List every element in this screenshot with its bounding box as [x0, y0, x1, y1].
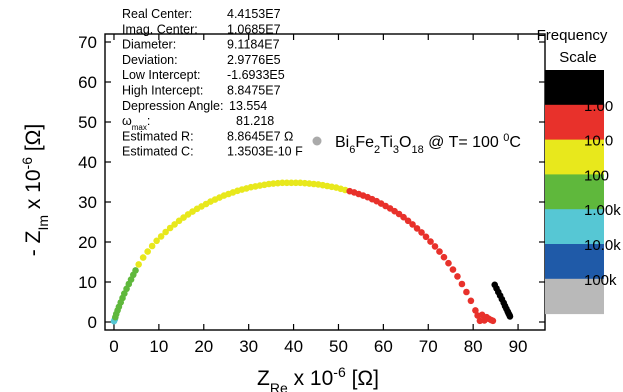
param-label: Real Center: — [122, 7, 192, 21]
data-point — [418, 229, 425, 236]
x-tick-label: 50 — [329, 337, 348, 356]
data-point — [472, 307, 479, 314]
param-label: ωmax: — [122, 114, 150, 132]
param-value: 13.554 — [229, 99, 267, 113]
x-tick-label: 10 — [149, 337, 168, 356]
data-point — [135, 261, 142, 268]
x-tick-label: 80 — [464, 337, 483, 356]
data-point — [139, 254, 147, 261]
y-tick-label: 20 — [78, 233, 97, 252]
legend-marker — [312, 136, 322, 146]
y-tick-label: 0 — [88, 313, 97, 332]
x-tick-label: 60 — [374, 337, 393, 356]
data-point — [506, 313, 514, 320]
param-value: 81.218 — [236, 114, 274, 128]
data-point — [153, 237, 160, 245]
data-point — [157, 233, 165, 240]
data-point — [171, 221, 178, 228]
param-label: High Intercept: — [122, 84, 203, 98]
x-axis-title: ZRe x 10-6 [Ω] — [257, 364, 379, 392]
frequency-band-label: 100k — [584, 272, 617, 289]
data-point — [427, 238, 434, 245]
param-value: -1.6933E5 — [227, 68, 285, 82]
y-tick-label: 60 — [78, 73, 97, 92]
param-value: 1.0685E7 — [227, 22, 281, 36]
param-label: Deviation: — [122, 53, 178, 67]
data-point — [489, 317, 497, 325]
param-label: Imag. Center: — [122, 22, 198, 36]
data-point — [162, 228, 169, 236]
param-value: 4.4153E7 — [227, 7, 281, 21]
x-tick-label: 20 — [194, 337, 213, 356]
y-tick-label: 30 — [78, 193, 97, 212]
frequency-band-label: 10.0 — [584, 133, 613, 150]
param-label: Depression Angle: — [122, 99, 223, 113]
frequency-band — [545, 104, 604, 141]
data-point — [440, 253, 448, 261]
frequency-band-label: 1.00 — [584, 98, 613, 115]
data-point — [166, 224, 174, 232]
x-tick-label: 70 — [419, 337, 438, 356]
data-point — [422, 233, 430, 241]
y-tick-label: 70 — [78, 33, 97, 52]
frequency-band — [545, 244, 604, 280]
data-point — [132, 267, 139, 274]
frequency-band — [545, 209, 604, 245]
x-tick-label: 0 — [109, 337, 118, 356]
param-value: 8.8475E7 — [227, 84, 281, 98]
data-point — [400, 213, 407, 221]
fit-parameters-panel: Real Center: 4.4153E7 Imag. Center: 1.0685E… — [122, 7, 303, 159]
x-tick-label: 40 — [284, 337, 303, 356]
data-point — [449, 266, 457, 273]
data-point — [445, 259, 452, 267]
data-point — [454, 273, 461, 280]
y-tick-label: 10 — [78, 273, 97, 292]
param-label: Estimated C: — [122, 145, 194, 159]
y-tick-label: 40 — [78, 153, 97, 172]
param-label: Estimated R: — [122, 129, 194, 143]
data-point — [144, 248, 151, 255]
param-label: Low Intercept: — [122, 68, 201, 82]
y-axis-title: - ZIm x 10-6 [Ω] — [19, 124, 51, 256]
frequency-scale-title: Frequency — [537, 27, 608, 44]
frequency-band — [545, 139, 604, 175]
frequency-scale-subtitle: Scale — [559, 49, 597, 66]
frequency-band-label: 100 — [584, 167, 609, 184]
data-point — [436, 248, 443, 255]
param-value: 9.1184E7 — [227, 38, 280, 52]
x-tick-label: 30 — [239, 337, 258, 356]
axis-ticks: 0 10 20 30 40 50 60 70 80 90 0 10 20 30 40 50 60 70 — [78, 33, 545, 356]
data-point — [431, 243, 439, 250]
data-point — [404, 217, 412, 225]
param-label: Diameter: — [122, 38, 176, 52]
frequency-band-label: 1.00k — [584, 202, 621, 219]
data-point — [467, 297, 475, 305]
param-value: 1.3503E-10 F — [227, 145, 303, 159]
frequency-band — [545, 174, 604, 210]
frequency-band-label: 10.0k — [584, 237, 621, 254]
y-tick-label: 50 — [78, 113, 97, 132]
legend-label: Bi6Fe2Ti3O18 @ T= 100 0C — [335, 132, 521, 156]
data-points — [110, 179, 514, 325]
data-point — [148, 242, 156, 250]
frequency-scale: Frequency Scale 1.00 10.0 100 1.00k 10.0k 100k — [537, 27, 621, 315]
x-tick-label: 90 — [509, 337, 528, 356]
data-point — [413, 225, 421, 232]
axis-titles: ZRe x 10-6 [Ω] - ZIm x 10-6 [Ω] — [19, 124, 379, 392]
frequency-band — [545, 70, 604, 106]
data-point — [458, 280, 466, 288]
param-value: 2.9776E5 — [227, 53, 281, 67]
data-point — [463, 288, 470, 296]
data-point — [409, 221, 416, 228]
frequency-band — [545, 278, 604, 315]
param-value: 8.8645E7 Ω — [227, 129, 293, 143]
legend: Bi6Fe2Ti3O18 @ T= 100 0C — [312, 132, 521, 156]
